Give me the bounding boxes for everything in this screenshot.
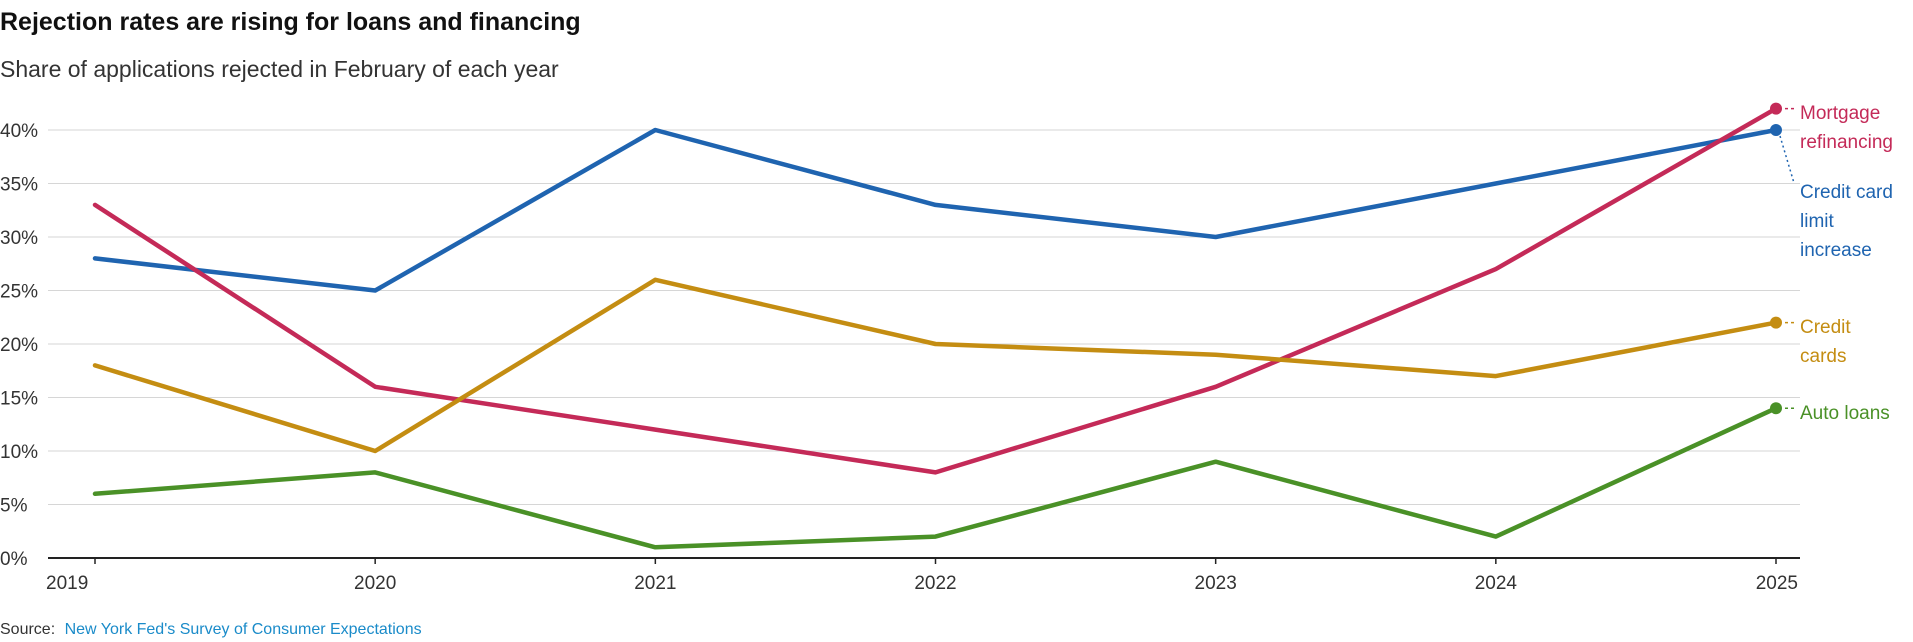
y-tick-label: 40% [0, 121, 38, 142]
source-label: Source: [0, 621, 55, 638]
x-tick-label: 2022 [914, 573, 956, 594]
gridlines [48, 129, 1800, 505]
series-label-line: Credit card [1800, 182, 1893, 203]
series-label: Credit cards [1800, 317, 1851, 367]
y-tick-label: 20% [0, 335, 38, 356]
series-end-point [1770, 402, 1782, 415]
series-end-point [1770, 102, 1782, 115]
series-lines [92, 102, 1782, 550]
series-label-line: Mortgage [1800, 103, 1880, 124]
series-label-line: Credit [1800, 317, 1851, 338]
series-label-line: refinancing [1800, 132, 1893, 153]
series-line [92, 277, 1779, 454]
y-tick-label: 5% [0, 496, 28, 517]
chart-title: Rejection rates are rising for loans and… [0, 8, 581, 36]
series-label-line: increase [1800, 240, 1872, 261]
series-line [92, 405, 1779, 550]
y-tick-label: 35% [0, 175, 38, 196]
y-tick-label: 15% [0, 389, 38, 410]
source-link[interactable]: New York Fed's Survey of Consumer Expect… [65, 621, 422, 638]
series-line [92, 127, 1779, 293]
series-label: Mortgage refinancing [1800, 103, 1893, 153]
series-label-line: Auto loans [1800, 403, 1890, 424]
series-label-line: limit [1800, 211, 1834, 232]
chart-subtitle: Share of applications rejected in Februa… [0, 56, 559, 82]
x-tick-label: 2023 [1195, 573, 1237, 594]
x-tick-label: 2024 [1475, 573, 1518, 594]
x-tick-label: 2020 [354, 573, 396, 594]
label-leader [1779, 135, 1795, 184]
series-label-line: cards [1800, 346, 1846, 367]
x-axis-ticks: 2019 2020 2021 2022 2023 2024 2025 [46, 558, 1798, 594]
series-end-point [1770, 124, 1782, 136]
series-labels: Credit card limit increase Mortgage refinanc… [1779, 103, 1893, 424]
y-axis-ticks: 0% 5% 10% 15% 20% 25% 30% 35% 40% [0, 121, 38, 570]
x-tick-label: 2025 [1756, 573, 1798, 594]
source-note: Source: New York Fed's Survey of Consume… [0, 621, 422, 638]
series-end-point [1770, 316, 1782, 329]
y-tick-label: 10% [0, 442, 38, 463]
series-label: Auto loans [1800, 403, 1890, 424]
series-label: Credit card limit increase [1800, 182, 1893, 261]
x-tick-label: 2021 [634, 573, 676, 594]
x-tick-label: 2019 [46, 573, 88, 594]
series-line [92, 106, 1779, 475]
y-tick-label: 30% [0, 228, 38, 249]
y-tick-label: 25% [0, 282, 38, 303]
y-tick-label: 0% [0, 549, 28, 570]
